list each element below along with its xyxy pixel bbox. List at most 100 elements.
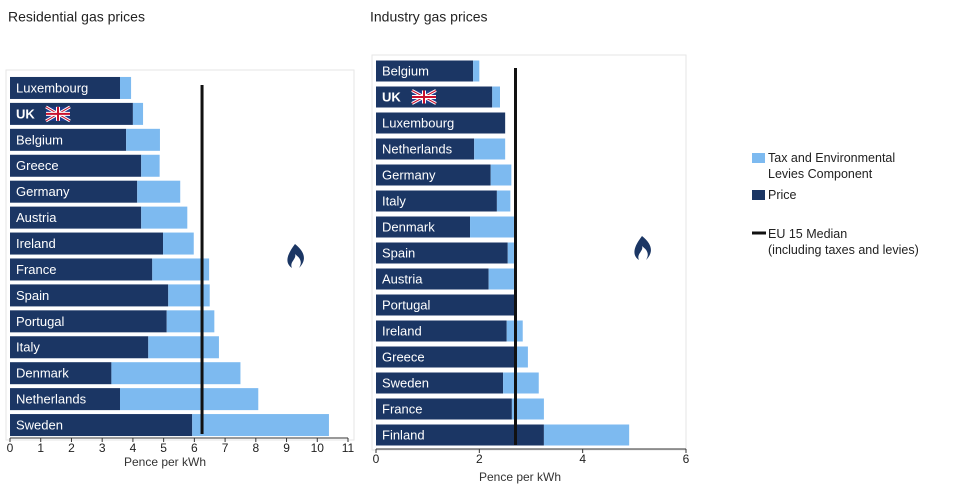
bar-segment xyxy=(376,346,516,368)
bar-segment xyxy=(10,102,133,125)
category-label: Belgium xyxy=(16,132,63,147)
category-label: Belgium xyxy=(382,63,429,78)
category-label: Ireland xyxy=(382,323,422,338)
bar-segment xyxy=(376,242,508,264)
category-label: Greece xyxy=(382,349,425,364)
bar-segment xyxy=(10,232,164,255)
bar-segment xyxy=(137,180,181,203)
flag xyxy=(412,90,436,104)
category-label: Austria xyxy=(382,271,423,286)
bar-segment xyxy=(10,388,121,411)
category-label: Portugal xyxy=(382,297,431,312)
bar-segment xyxy=(10,128,127,151)
x-tick-label: 10 xyxy=(311,441,325,455)
bar-segment xyxy=(376,268,489,290)
bar-segment xyxy=(376,320,507,342)
bar-segment xyxy=(376,294,516,316)
bar-segment xyxy=(141,206,188,229)
bar-segment xyxy=(492,86,500,108)
x-tick-label: 4 xyxy=(579,452,586,466)
category-label: Netherlands xyxy=(382,141,453,156)
bar-segment xyxy=(503,372,539,394)
x-tick-label: 6 xyxy=(191,441,198,455)
bar-segment xyxy=(496,190,511,212)
bar-segment xyxy=(515,346,528,368)
category-label: Finland xyxy=(382,427,425,442)
bar-segment xyxy=(126,128,160,151)
x-axis-label: Pence per kWh xyxy=(479,470,561,484)
bar-segment xyxy=(120,388,259,411)
category-label: Ireland xyxy=(16,236,56,251)
category-label: Germany xyxy=(382,167,436,182)
flag xyxy=(46,106,70,121)
category-label: Spain xyxy=(382,245,415,260)
bar-segment xyxy=(10,284,169,307)
category-label: Italy xyxy=(382,193,406,208)
x-tick-label: 1 xyxy=(37,441,44,455)
bar-segment xyxy=(511,398,544,420)
bar-segment xyxy=(376,164,491,186)
bar-segment xyxy=(111,362,241,385)
bar-segment xyxy=(376,112,506,134)
x-tick-label: 9 xyxy=(283,441,290,455)
bar-segment xyxy=(152,258,210,281)
flame-icon xyxy=(287,244,304,268)
category-label: Netherlands xyxy=(16,392,87,407)
x-tick-label: 3 xyxy=(99,441,106,455)
bar-segment xyxy=(473,60,480,82)
bar-segment xyxy=(490,164,512,186)
category-label: France xyxy=(16,262,56,277)
category-label: Austria xyxy=(16,210,57,225)
category-label: Luxembourg xyxy=(382,115,454,130)
plot-frame xyxy=(5,69,355,441)
legend-label: Tax and Environmental Levies Component xyxy=(768,151,896,181)
category-label: UK xyxy=(16,106,35,121)
category-label: Spain xyxy=(16,288,49,303)
bar-segment xyxy=(10,310,167,333)
category-label: Denmark xyxy=(382,219,435,234)
bar-segment xyxy=(10,362,112,385)
bar-segment xyxy=(470,216,514,238)
legend-swatch xyxy=(752,153,765,163)
bar-segment xyxy=(376,216,471,238)
x-tick-label: 0 xyxy=(373,452,380,466)
bar-segment xyxy=(543,424,630,446)
chart-title: Residential gas prices xyxy=(8,9,145,25)
category-label: Germany xyxy=(16,184,70,199)
bar-segment xyxy=(10,76,121,99)
bar-segment xyxy=(376,190,497,212)
legend-label: EU 15 Median (including taxes and levies… xyxy=(768,227,919,257)
category-label: UK xyxy=(382,89,401,104)
bar-segment xyxy=(488,268,514,290)
category-label: Luxembourg xyxy=(16,80,88,95)
x-tick-label: 5 xyxy=(160,441,167,455)
bar-segment xyxy=(192,414,329,437)
bar-segment xyxy=(376,398,512,420)
bar-segment xyxy=(132,102,144,125)
bar-segment xyxy=(120,76,132,99)
x-tick-label: 0 xyxy=(7,441,14,455)
bar-segment xyxy=(10,258,153,281)
bar-segment xyxy=(474,138,506,160)
bar-segment xyxy=(10,414,193,437)
category-label: Portugal xyxy=(16,314,65,329)
bar-segment xyxy=(10,180,138,203)
legend-label: Price xyxy=(768,188,797,202)
x-axis-label: Pence per kWh xyxy=(124,455,206,469)
category-label: Sweden xyxy=(16,417,63,432)
bar-segment xyxy=(10,206,142,229)
category-label: Denmark xyxy=(16,366,69,381)
x-tick-label: 6 xyxy=(683,452,690,466)
bar-segment xyxy=(10,154,142,177)
bar-segment xyxy=(141,154,160,177)
bar-segment xyxy=(10,336,149,359)
bar-segment xyxy=(507,242,514,264)
x-tick-label: 4 xyxy=(130,441,137,455)
bar-segment xyxy=(163,232,194,255)
flame-icon xyxy=(634,236,651,260)
x-tick-label: 11 xyxy=(342,441,355,455)
bar-segment xyxy=(376,138,475,160)
chart-title: Industry gas prices xyxy=(370,9,488,25)
